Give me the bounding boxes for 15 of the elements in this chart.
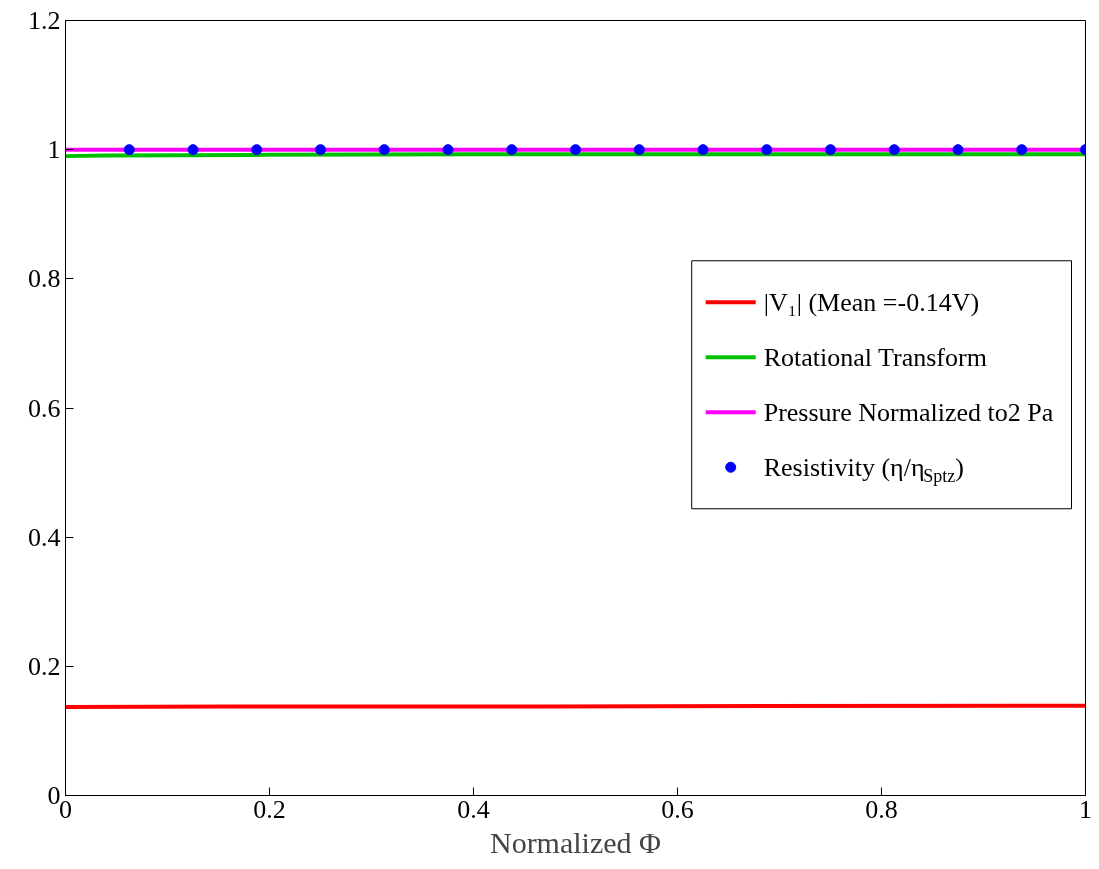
- x-tick-label: 1: [1079, 794, 1092, 824]
- x-axis-title: Normalized Φ: [489, 825, 662, 859]
- x-tick-label: 0.8: [865, 794, 898, 824]
- legend-label: |V₁| (Mean =-0.14V): [763, 287, 980, 317]
- y-tick-label: 0.2: [28, 651, 61, 681]
- x-tick-label: 0.4: [457, 794, 490, 824]
- x-tick-label: 0.6: [661, 794, 694, 824]
- y-tick-label: 0.4: [28, 522, 61, 552]
- legend-label: Pressure Normalized to2 Pa: [763, 397, 1054, 427]
- x-tick-label: 0.2: [253, 794, 286, 824]
- y-tick-label: 1.2: [28, 6, 61, 35]
- y-tick-label: 0.6: [28, 393, 61, 423]
- y-tick-label: 1: [47, 135, 61, 165]
- y-tick-label: 0.8: [28, 264, 61, 294]
- legend-label: Rotational Transform: [763, 342, 987, 372]
